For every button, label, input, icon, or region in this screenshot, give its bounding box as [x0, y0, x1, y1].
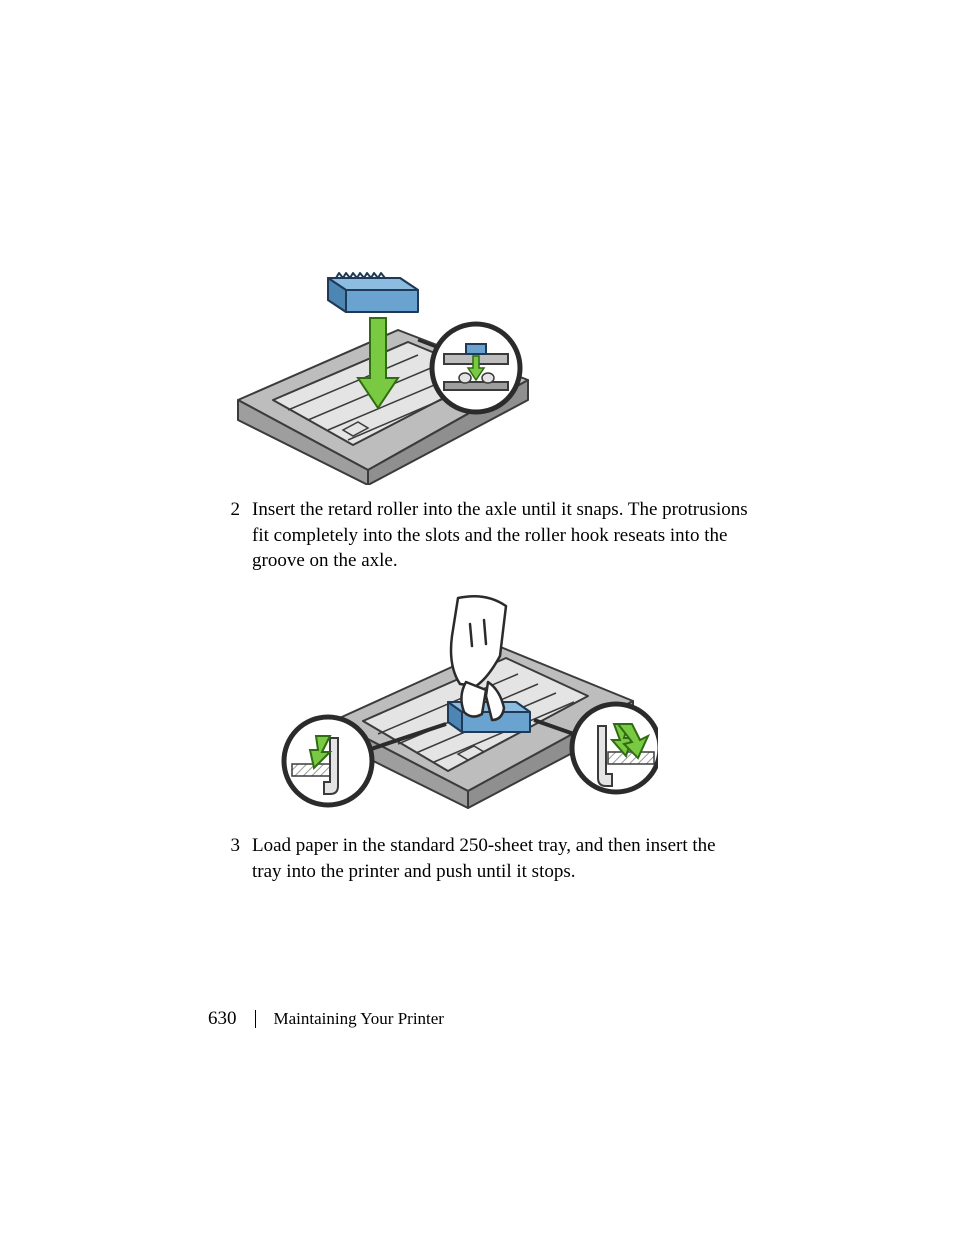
- page-number: 630: [208, 1008, 237, 1030]
- step-2-text: Insert the retard roller into the axle u…: [252, 497, 748, 574]
- step-2: 2 Insert the retard roller into the axle…: [208, 497, 748, 574]
- figure-roller-seat: [238, 586, 658, 821]
- step-3-text: Load paper in the standard 250-sheet tra…: [252, 833, 748, 884]
- step-3: 3 Load paper in the standard 250-sheet t…: [208, 833, 748, 884]
- page: 2 Insert the retard roller into the axle…: [0, 0, 954, 1235]
- page-footer: 630 Maintaining Your Printer: [208, 1008, 444, 1030]
- figure-roller-insert: [218, 260, 538, 485]
- footer-separator: [255, 1010, 256, 1028]
- step-3-number: 3: [208, 833, 252, 859]
- step-2-number: 2: [208, 497, 252, 523]
- content-area: 2 Insert the retard roller into the axle…: [208, 260, 748, 896]
- section-title: Maintaining Your Printer: [274, 1009, 444, 1029]
